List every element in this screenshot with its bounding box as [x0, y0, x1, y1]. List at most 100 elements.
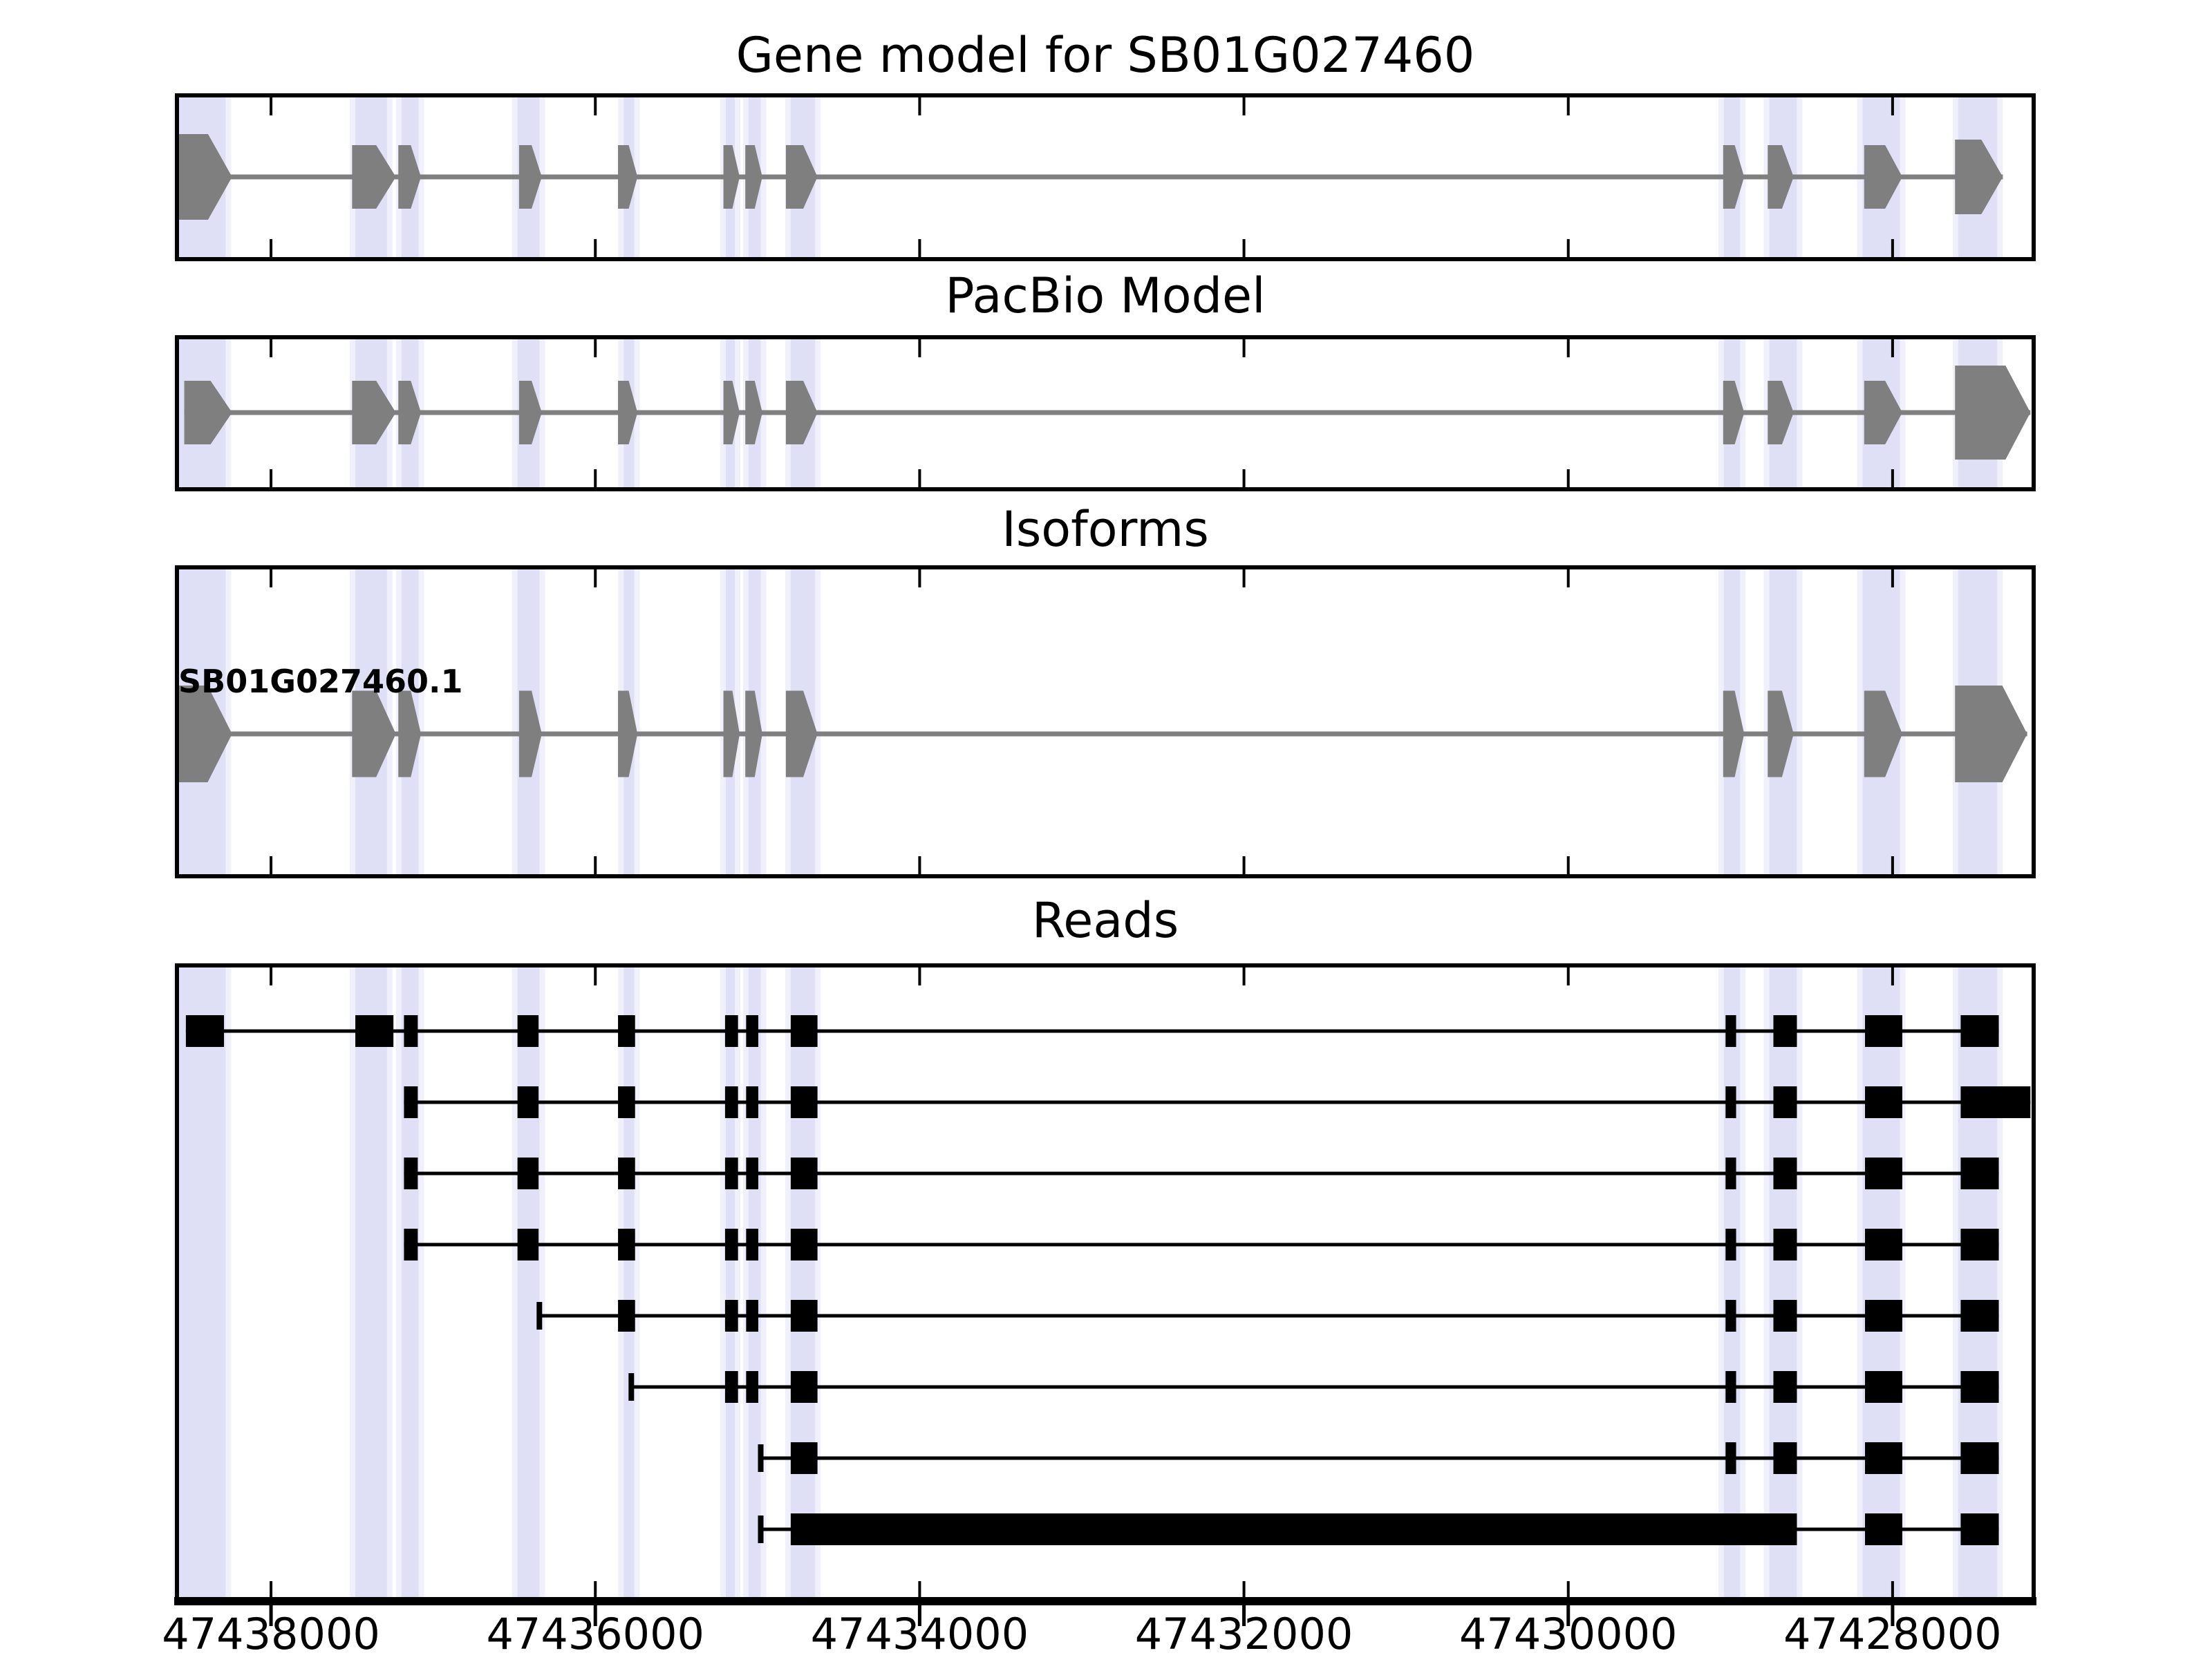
highlight-band — [1958, 965, 1998, 1601]
read-row — [404, 1229, 1999, 1260]
read-exon — [1960, 1015, 1999, 1047]
isoforms-title: Isoforms — [1002, 501, 1209, 558]
read-exon — [618, 1086, 635, 1118]
gene_model-exon — [1864, 145, 1902, 209]
read-exon — [1960, 1300, 1999, 1332]
read-exon — [746, 1015, 758, 1047]
read-exon — [724, 1158, 738, 1189]
x-axis-tick-label: 47438000 — [162, 1609, 380, 1659]
isoforms-exon — [745, 690, 762, 777]
read-exon — [790, 1371, 818, 1403]
pacbio_model-exon — [723, 381, 740, 444]
pacbio_model-exon — [1864, 381, 1902, 444]
read-row — [628, 1371, 1999, 1403]
read-row — [404, 1086, 2031, 1118]
gene_model-exon — [618, 145, 638, 209]
read-exon — [1773, 1300, 1797, 1332]
read-exon — [1960, 1158, 1999, 1189]
isoforms-exon — [1955, 686, 2027, 782]
pacbio_model-panel-frame — [175, 335, 2036, 491]
pacbio_model-exon — [184, 381, 232, 444]
pacbio_model-exon — [1768, 381, 1794, 444]
gene_model-exon — [745, 145, 762, 209]
gene_model-exon — [518, 145, 542, 209]
gene_model-track — [178, 134, 2003, 220]
read-exon — [790, 1229, 818, 1260]
highlight-band-halo — [742, 965, 767, 1601]
pacbio_model-exon — [618, 381, 638, 444]
read-exon — [517, 1158, 539, 1189]
pacbio_model-exon — [352, 381, 396, 444]
gene_model-exon — [178, 134, 232, 220]
read-exon — [618, 1229, 635, 1260]
read-exon — [790, 1015, 818, 1047]
read-exon — [1960, 1229, 1999, 1260]
read-exon — [724, 1300, 738, 1332]
pacbio_model-exon — [785, 381, 818, 444]
isoforms-exon — [178, 686, 232, 782]
read-exon — [1725, 1442, 1736, 1474]
reads-title: Reads — [1032, 892, 1179, 949]
read-exon — [746, 1229, 758, 1260]
highlight-band — [624, 965, 635, 1601]
read-exon — [1960, 1086, 2031, 1118]
read-row — [758, 1513, 1999, 1545]
highlight-band — [726, 965, 735, 1601]
highlight-band — [1862, 965, 1900, 1601]
read-exon — [1773, 1158, 1797, 1189]
read-exon — [1773, 1442, 1797, 1474]
read-row — [536, 1300, 1999, 1332]
isoforms-exon — [352, 690, 396, 777]
x-axis-tick-label: 47434000 — [811, 1609, 1029, 1659]
read-exon — [404, 1229, 418, 1260]
read-exon — [746, 1371, 758, 1403]
read-exon — [1960, 1513, 1999, 1545]
gene_model-exon — [785, 145, 818, 209]
isoforms-exon — [723, 690, 740, 777]
highlight-band — [355, 965, 387, 1601]
read-exon — [1773, 1229, 1797, 1260]
isoforms-exon — [1723, 690, 1745, 777]
read-exon — [1725, 1300, 1736, 1332]
read-exon — [1865, 1300, 1902, 1332]
highlight-band — [178, 965, 226, 1601]
read-exon — [1725, 1015, 1736, 1047]
read-exon — [790, 1513, 1791, 1545]
read-exon — [1865, 1513, 1902, 1545]
read-exon — [618, 1015, 635, 1047]
x-axis-tick-label: 47428000 — [1783, 1609, 2002, 1659]
read-exon — [790, 1158, 818, 1189]
pacbio_model-exon — [1723, 381, 1745, 444]
highlight-band — [401, 965, 419, 1601]
read-exon — [790, 1086, 818, 1118]
read-exon — [1960, 1371, 1999, 1403]
isoforms-track — [178, 686, 2027, 782]
highlight-band — [1723, 965, 1741, 1601]
read-start-cap — [536, 1302, 543, 1330]
gene-model-title: Gene model for SB01G027460 — [736, 27, 1475, 84]
highlight-band-halo — [785, 965, 821, 1601]
gene_model-exon — [398, 145, 422, 209]
highlight-band — [1769, 965, 1797, 1601]
highlight-band — [790, 965, 816, 1601]
read-exon — [404, 1158, 418, 1189]
read-exon — [517, 1015, 539, 1047]
read-start-cap — [758, 1515, 764, 1543]
read-exon — [724, 1371, 738, 1403]
gene_model-exon — [1768, 145, 1794, 209]
read-start-cap — [758, 1444, 764, 1472]
read-exon — [404, 1015, 418, 1047]
read-exon — [355, 1015, 394, 1047]
read-exon — [746, 1086, 758, 1118]
read-exon — [517, 1229, 539, 1260]
highlight-band-halo — [395, 965, 424, 1601]
isoforms-exon — [785, 690, 818, 777]
read-start-cap — [628, 1373, 635, 1401]
read-exon — [1773, 1513, 1797, 1545]
read-exon — [724, 1015, 738, 1047]
read-exon — [724, 1229, 738, 1260]
read-row — [185, 1015, 1999, 1047]
isoforms-exon — [398, 690, 422, 777]
